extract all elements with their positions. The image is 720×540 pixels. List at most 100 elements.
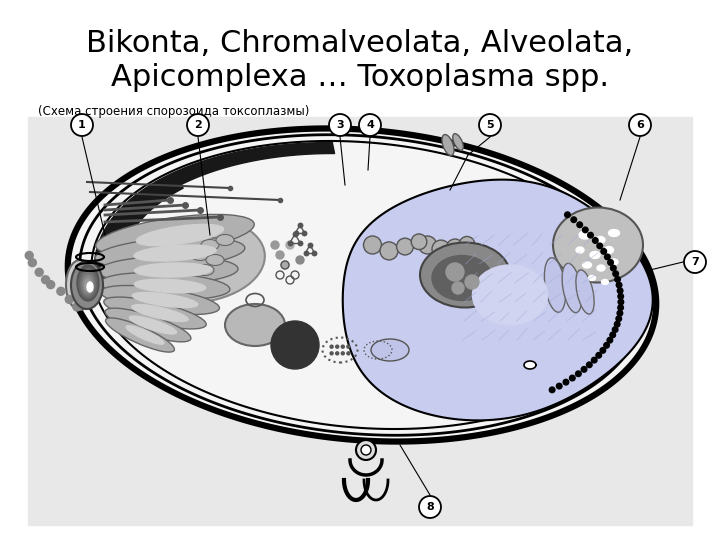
Circle shape [600,348,606,353]
Circle shape [479,114,501,136]
Ellipse shape [582,262,592,268]
Polygon shape [68,129,656,442]
Ellipse shape [206,254,224,266]
Circle shape [35,268,43,276]
Circle shape [613,271,618,276]
Ellipse shape [610,259,618,265]
Ellipse shape [459,237,474,252]
Text: Apicomplexa … Toxoplasma spp.: Apicomplexa … Toxoplasma spp. [111,64,609,92]
Text: 3: 3 [336,120,344,130]
Ellipse shape [196,265,214,275]
Circle shape [616,282,622,288]
Text: Bikonta, Chromalveolata, Alveolata,: Bikonta, Chromalveolata, Alveolata, [86,29,634,57]
Circle shape [341,345,344,348]
Circle shape [591,357,597,363]
Circle shape [610,332,616,338]
Ellipse shape [125,217,265,303]
Ellipse shape [135,263,212,277]
Circle shape [361,445,371,455]
Circle shape [356,440,376,460]
Ellipse shape [442,134,454,156]
Polygon shape [343,180,653,420]
Circle shape [629,114,651,136]
Polygon shape [94,143,335,284]
Circle shape [465,275,479,289]
Ellipse shape [132,305,188,321]
Circle shape [684,251,706,273]
Circle shape [271,241,279,249]
Ellipse shape [371,339,409,361]
Ellipse shape [87,282,93,292]
Circle shape [329,114,351,136]
Ellipse shape [590,252,600,259]
Ellipse shape [418,236,436,254]
Polygon shape [524,361,536,369]
Ellipse shape [79,268,97,299]
Circle shape [336,352,338,355]
Circle shape [563,379,569,385]
Ellipse shape [552,260,608,360]
Circle shape [187,114,209,136]
Text: 1: 1 [78,120,86,130]
Ellipse shape [579,231,591,239]
Circle shape [588,232,593,238]
Circle shape [593,238,598,244]
Ellipse shape [576,247,584,253]
Ellipse shape [380,242,398,260]
Circle shape [615,276,621,282]
Circle shape [347,345,350,348]
Circle shape [570,375,575,381]
Ellipse shape [595,237,605,244]
Circle shape [564,212,570,218]
Ellipse shape [126,326,164,344]
Ellipse shape [81,272,95,296]
Text: 4: 4 [366,120,374,130]
Ellipse shape [597,265,605,271]
Ellipse shape [432,255,492,300]
Circle shape [611,265,616,271]
Circle shape [614,321,620,327]
Ellipse shape [105,308,191,342]
Circle shape [613,327,618,333]
Circle shape [616,316,621,321]
Ellipse shape [191,249,209,260]
Circle shape [330,352,333,355]
Circle shape [452,282,464,294]
Circle shape [607,338,613,343]
Circle shape [57,287,65,295]
Circle shape [347,352,350,355]
Ellipse shape [201,240,219,251]
Text: (Схема строения спорозоида токсоплазмы): (Схема строения спорозоида токсоплазмы) [38,105,310,118]
Circle shape [618,299,624,305]
Ellipse shape [104,297,206,329]
Ellipse shape [432,240,450,258]
Ellipse shape [544,258,566,312]
Ellipse shape [225,304,285,346]
Circle shape [618,305,624,310]
Circle shape [25,252,33,260]
Ellipse shape [601,280,608,285]
Circle shape [359,114,381,136]
Text: 5: 5 [486,120,494,130]
Ellipse shape [98,256,238,284]
Ellipse shape [100,273,230,299]
Ellipse shape [101,286,220,314]
Ellipse shape [96,214,254,255]
Text: 6: 6 [636,120,644,130]
Ellipse shape [419,237,467,249]
Circle shape [601,248,606,254]
Circle shape [341,352,344,355]
Ellipse shape [135,279,206,293]
Ellipse shape [66,260,94,310]
Ellipse shape [608,230,619,237]
Ellipse shape [397,238,413,255]
Ellipse shape [562,264,582,313]
Ellipse shape [605,246,613,253]
Circle shape [605,254,610,260]
Ellipse shape [132,293,198,307]
Circle shape [271,321,319,369]
Ellipse shape [588,275,595,280]
Circle shape [336,345,338,348]
Circle shape [42,276,50,284]
Circle shape [28,259,36,267]
